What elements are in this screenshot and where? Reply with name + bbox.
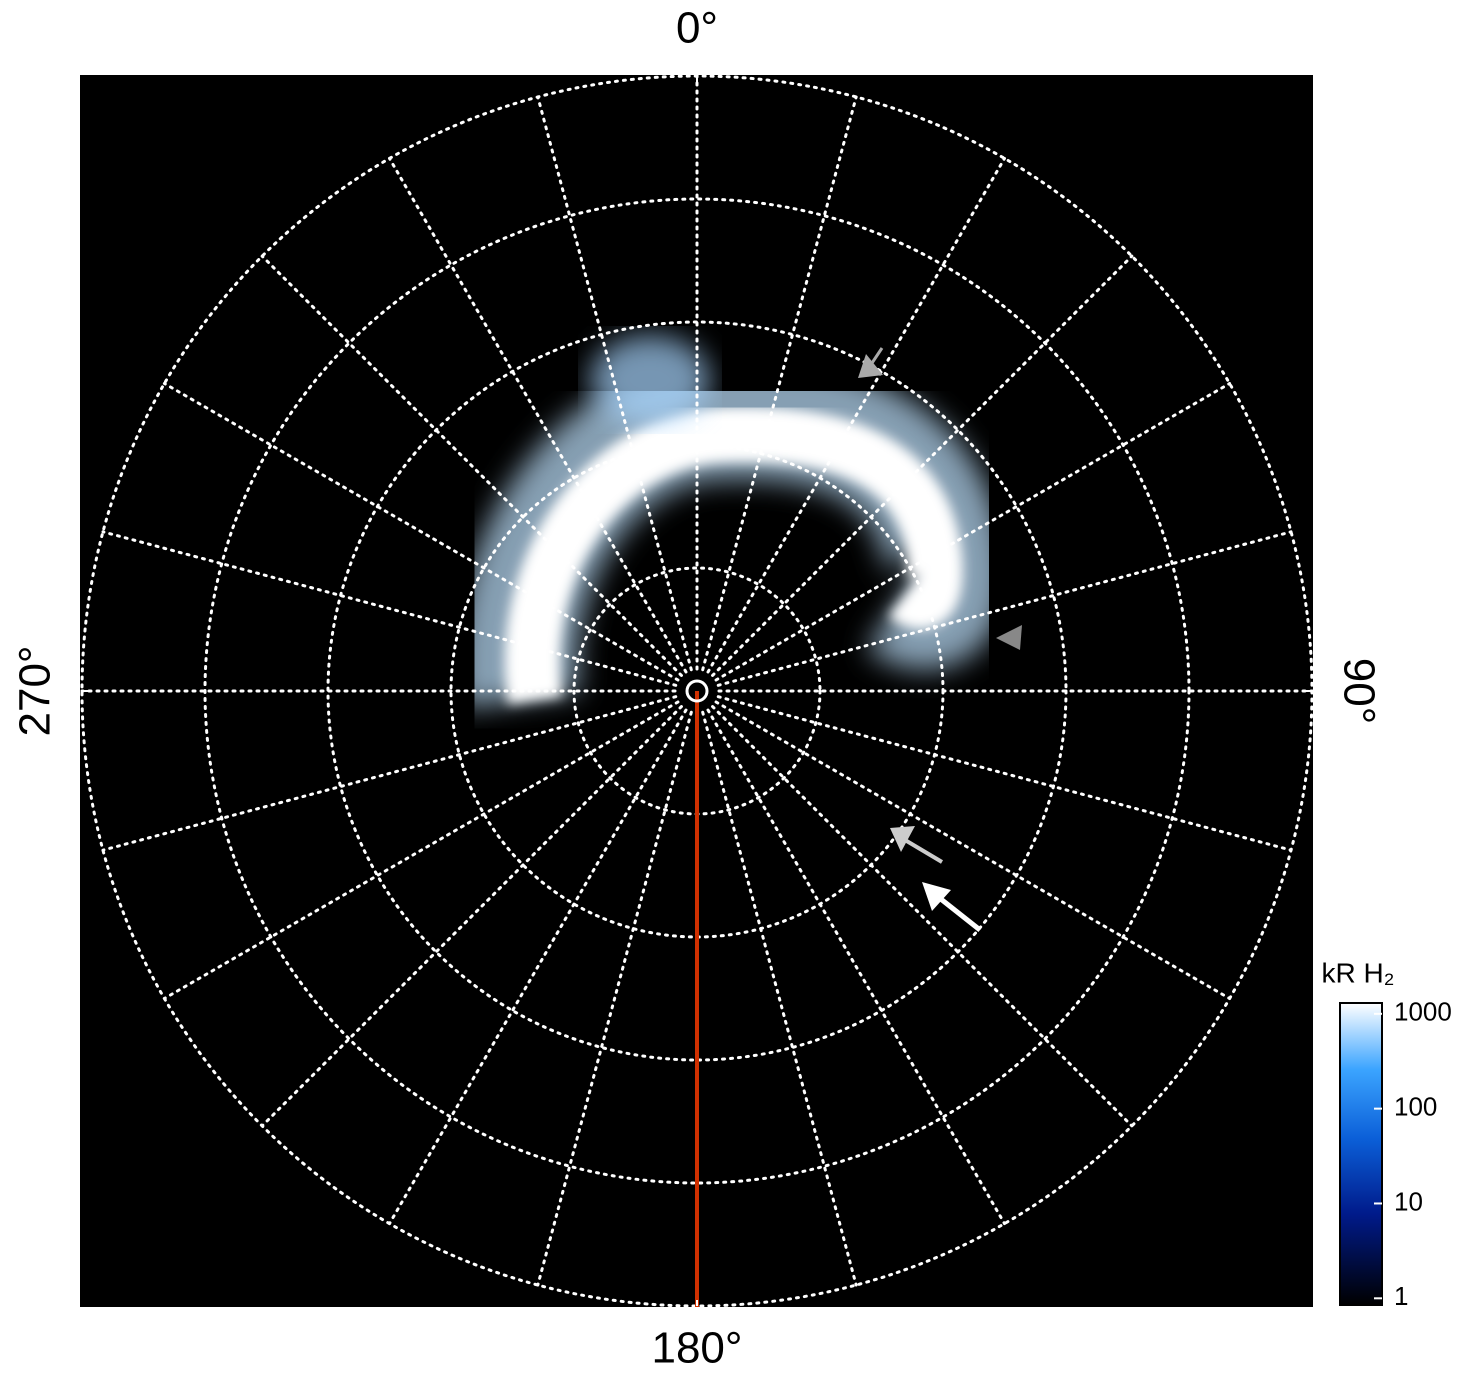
arrow <box>935 894 982 932</box>
colorbar-tick-label: 1000 <box>1394 997 1452 1027</box>
longitude-spoke <box>162 700 680 1000</box>
arrow <box>903 838 944 864</box>
longitude-spoke <box>388 708 688 1226</box>
arrow <box>922 882 951 911</box>
longitude-spoke <box>260 254 683 677</box>
arrow <box>996 625 1022 650</box>
longitude-spoke <box>162 382 680 682</box>
pole-marker <box>685 679 709 703</box>
aurora-image <box>82 76 1040 730</box>
arrow <box>890 826 915 852</box>
latitude-circle <box>203 197 1191 1185</box>
colorbar <box>1339 1002 1383 1306</box>
angle-label: 90° <box>1334 658 1383 725</box>
colorbar-tick-label: 100 <box>1394 1092 1437 1122</box>
longitude-spoke <box>711 705 1134 1128</box>
longitude-spoke <box>716 530 1293 687</box>
longitude-spoke <box>388 156 688 674</box>
longitude-spoke <box>101 695 678 852</box>
longitude-spoke <box>701 710 858 1287</box>
longitude-spoke <box>714 700 1232 1000</box>
longitude-spoke <box>706 708 1006 1226</box>
longitude-spoke <box>714 382 1232 682</box>
longitude-spoke <box>711 254 1134 677</box>
colorbar-label: kR H₂ <box>1321 957 1394 988</box>
colorbar-tick-label: 10 <box>1394 1186 1423 1216</box>
aurora-patch <box>590 335 710 425</box>
angle-label: 180° <box>651 1324 742 1373</box>
angle-label: 270° <box>11 645 60 736</box>
longitude-spoke <box>536 710 693 1287</box>
longitude-spoke <box>260 705 683 1128</box>
arrow <box>868 347 884 367</box>
longitude-spoke <box>536 95 693 672</box>
arrows <box>858 347 1022 932</box>
longitude-spoke <box>101 530 678 687</box>
longitude-spoke <box>701 95 858 672</box>
colorbar-tick-label: 1 <box>1394 1281 1408 1311</box>
angle-label: 0° <box>676 4 718 53</box>
longitude-spoke <box>716 695 1293 852</box>
emission-wedge <box>82 76 1040 730</box>
longitude-spoke <box>706 156 1006 674</box>
